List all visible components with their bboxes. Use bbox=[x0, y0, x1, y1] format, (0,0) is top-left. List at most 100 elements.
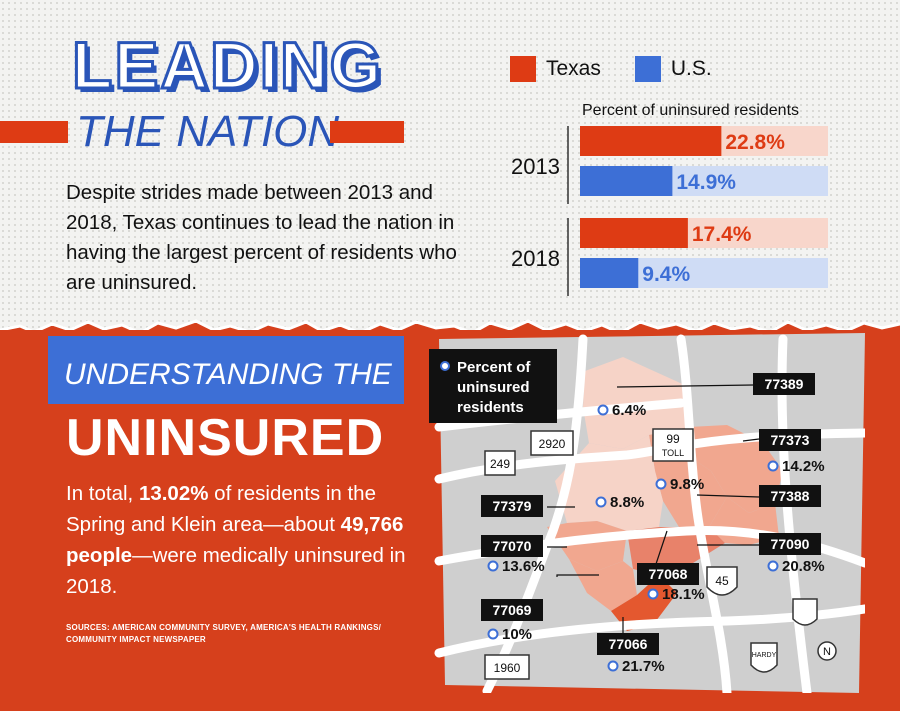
map-legend: Percent of uninsured residents bbox=[429, 349, 557, 423]
bar-texas-2018 bbox=[580, 218, 688, 248]
shield-2920: 2920 bbox=[539, 437, 566, 451]
zip-marker-77090 bbox=[767, 560, 779, 572]
map-legend-line1: Percent of bbox=[457, 359, 531, 376]
leader-77389 bbox=[616, 384, 754, 388]
zip-77373: 77373 14.2% bbox=[759, 429, 825, 475]
road-1960 bbox=[434, 604, 865, 658]
legend-item-texas: Texas bbox=[510, 56, 601, 82]
decor-bar-left bbox=[0, 121, 68, 143]
shield-45: 45 bbox=[715, 574, 729, 588]
zip-77066: 77066 21.7% bbox=[597, 633, 665, 675]
shield-toll: TOLL bbox=[662, 448, 684, 458]
chart-legend: Texas U.S. bbox=[510, 56, 746, 82]
map-legend-line2: uninsured bbox=[457, 379, 530, 396]
sources-note: SOURCES: AMERICAN COMMUNITY SURVEY, AMER… bbox=[66, 623, 382, 644]
headline-the-nation: THE NATION bbox=[76, 107, 340, 156]
shield-249: 249 bbox=[490, 457, 510, 471]
data-label-texas-2013: 22.8% bbox=[725, 131, 785, 154]
zip-value-77070: 13.6% bbox=[502, 558, 545, 575]
section-kicker: UNDERSTANDING THE bbox=[48, 336, 404, 404]
zip-marker-77389 bbox=[597, 404, 609, 416]
zip-code-77070: 77070 bbox=[493, 538, 532, 554]
category-label-2018: 2018 bbox=[511, 246, 560, 271]
zip-code-77388: 77388 bbox=[771, 488, 810, 504]
headline-leading: LEADING bbox=[71, 28, 383, 102]
zip-box-77379 bbox=[481, 495, 543, 517]
zip-code-77068: 77068 bbox=[649, 566, 688, 582]
bar-texas-2013 bbox=[580, 126, 722, 156]
zip-marker-77379 bbox=[595, 496, 607, 508]
zip-marker-77388 bbox=[655, 478, 667, 490]
intro-text: Despite strides made between 2013 and 20… bbox=[66, 181, 457, 294]
zip-77069: 77069 10% bbox=[481, 599, 543, 643]
zip-value-77090: 20.8% bbox=[782, 558, 825, 575]
zip-code-77389: 77389 bbox=[765, 376, 804, 392]
legend-swatch-texas bbox=[510, 56, 536, 82]
zip-marker-77068 bbox=[647, 588, 659, 600]
legend-swatch-us bbox=[634, 56, 661, 82]
zip-box-77373 bbox=[759, 429, 821, 451]
zip-box-77066 bbox=[597, 633, 659, 655]
summary-text: In total, 13.02% of residents in the Spr… bbox=[66, 478, 426, 602]
zip-code-77379: 77379 bbox=[493, 498, 532, 514]
category-label-2013: 2013 bbox=[511, 154, 560, 179]
road-45 bbox=[676, 334, 732, 693]
region-77069 bbox=[569, 559, 637, 611]
data-label-texas-2018: 17.4% bbox=[692, 223, 752, 246]
summary-pre: In total, bbox=[66, 482, 139, 505]
zip-value-77389: 6.4% bbox=[612, 402, 646, 419]
summary-percent: 13.02% bbox=[138, 482, 209, 505]
zip-77068: 77068 18.1% bbox=[637, 563, 705, 603]
zip-marker-77066 bbox=[607, 660, 619, 672]
data-label-us-2013: 14.9% bbox=[676, 171, 736, 194]
zip-value-77066: 21.7% bbox=[622, 658, 665, 675]
zip-map: Percent of uninsured residents 2920 249 … bbox=[427, 331, 865, 693]
top-section bbox=[0, 0, 900, 330]
zip-77379: 77379 8.8% bbox=[481, 494, 644, 517]
region-77066 bbox=[611, 575, 677, 631]
zip-77389: 77389 6.4% bbox=[597, 373, 815, 419]
zip-box-77070 bbox=[481, 535, 543, 557]
zip-77090: 77090 20.8% bbox=[759, 533, 825, 575]
zip-code-77090: 77090 bbox=[771, 536, 810, 552]
zip-code-77373: 77373 bbox=[771, 432, 810, 448]
zip-marker-77070 bbox=[487, 560, 499, 572]
zip-box-77388 bbox=[759, 485, 821, 507]
legend-item-us: U.S. bbox=[634, 56, 712, 82]
zip-77388: 77388 9.8% bbox=[655, 476, 821, 507]
zip-code-77069: 77069 bbox=[493, 602, 532, 618]
bar-us-2013 bbox=[580, 166, 673, 196]
zip-box-77068 bbox=[637, 563, 699, 585]
leader-lines bbox=[547, 384, 760, 633]
north-arrow: N bbox=[823, 646, 831, 658]
zip-value-77373: 14.2% bbox=[782, 458, 825, 475]
legend-label-us: U.S. bbox=[670, 57, 712, 80]
uninsured-bar-chart: Percent of uninsured residents 2013 22.8% 1… bbox=[511, 102, 828, 296]
legend-label-texas: Texas bbox=[546, 57, 601, 80]
shield-toll-road-icon bbox=[792, 598, 818, 626]
zip-code-77066: 77066 bbox=[609, 636, 648, 652]
zip-value-77069: 10% bbox=[502, 626, 532, 643]
road-shields: 2920 249 99 TOLL 45 1960 HARDY N bbox=[484, 428, 837, 680]
zip-value-77068: 18.1% bbox=[662, 586, 705, 603]
section-title: UNINSURED bbox=[66, 409, 385, 467]
zip-value-77379: 8.8% bbox=[610, 494, 644, 511]
zip-value-77388: 9.8% bbox=[670, 476, 704, 493]
shield-99: 99 bbox=[666, 432, 680, 446]
zip-map-svg: Percent of uninsured residents 2920 249 … bbox=[429, 333, 865, 693]
summary-post: —were medically uninsured in 2018. bbox=[66, 544, 406, 598]
shield-hardy: HARDY bbox=[752, 652, 777, 659]
bar-us-2018 bbox=[580, 258, 639, 288]
zip-box-77090 bbox=[759, 533, 821, 555]
zip-77070: 77070 13.6% bbox=[481, 535, 545, 575]
data-label-us-2018: 9.4% bbox=[642, 263, 690, 286]
chart-title: Percent of uninsured residents bbox=[582, 102, 799, 119]
map-legend-line3: residents bbox=[457, 399, 524, 416]
zip-box-77069 bbox=[481, 599, 543, 621]
shield-1960: 1960 bbox=[494, 661, 521, 675]
decor-bar-right bbox=[330, 121, 404, 143]
zip-labels: 77389 6.4% 77373 14.2% 77388 9.8% 77379 8.8% 770… bbox=[481, 373, 825, 675]
leader-77068 bbox=[654, 530, 668, 568]
summary-mid: of residents in the Spring and Klein are… bbox=[66, 482, 376, 536]
zip-box-77389 bbox=[753, 373, 815, 395]
